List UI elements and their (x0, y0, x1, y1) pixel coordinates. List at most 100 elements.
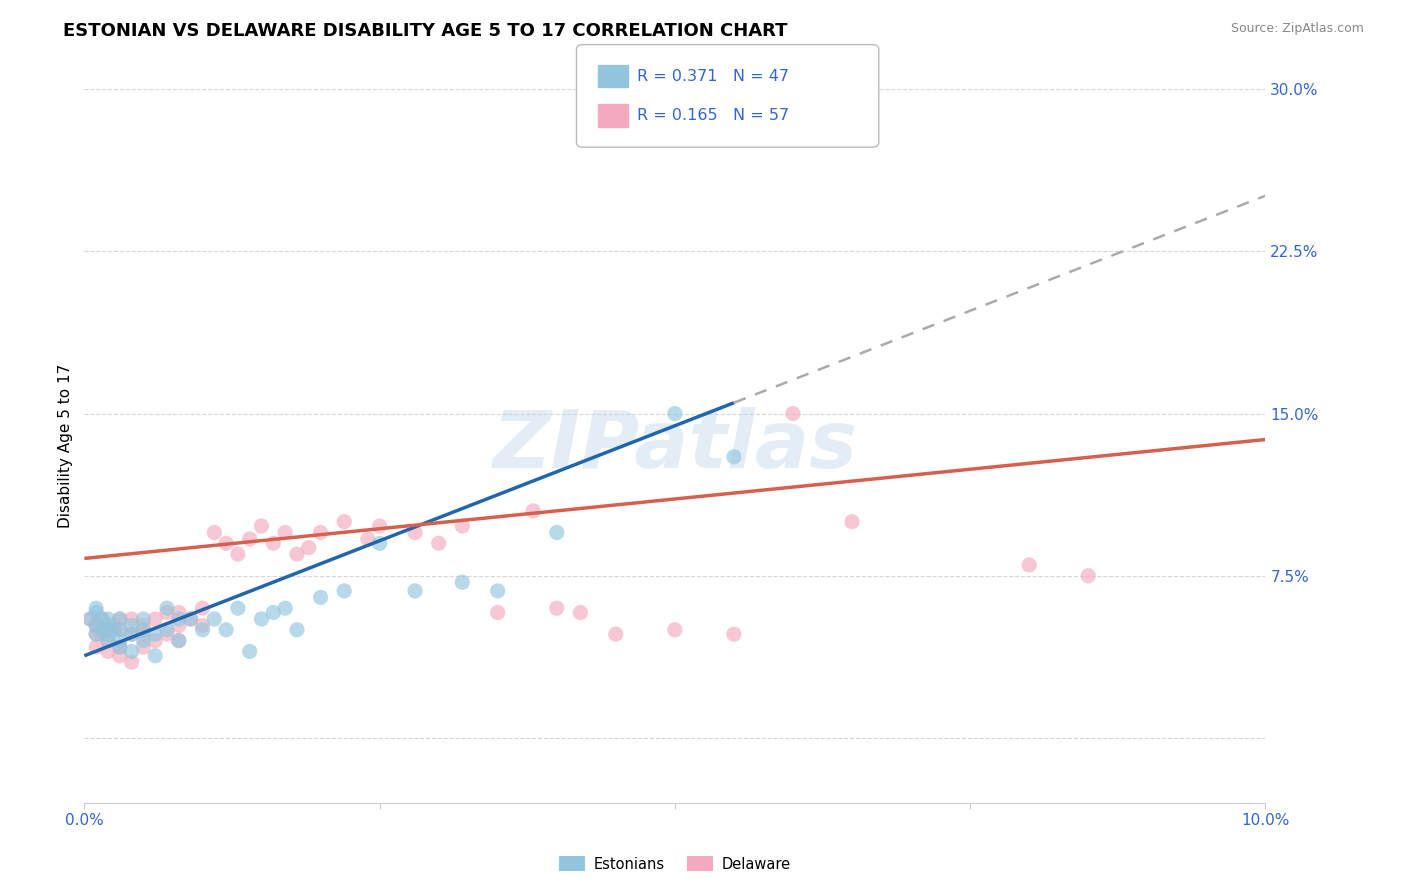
Point (1077, 568, 1099, 582)
Point (522, 504, 544, 518)
Point (357, 532, 380, 546)
Point (723, 627, 745, 641)
Point (84, 627, 107, 641)
Point (427, 536, 450, 550)
Point (97, 633, 120, 648)
Point (841, 515, 863, 529)
Point (97, 633, 120, 648)
Point (108, 612, 131, 626)
Point (404, 525, 426, 540)
Point (167, 612, 190, 626)
Point (167, 606, 190, 620)
Point (103, 618, 125, 632)
Point (121, 612, 143, 626)
Point (108, 640, 131, 654)
Point (143, 612, 166, 626)
Point (156, 601, 179, 615)
Point (108, 623, 131, 637)
Point (143, 633, 166, 648)
Point (309, 591, 332, 605)
Point (262, 536, 284, 550)
Point (132, 633, 155, 648)
Point (84, 618, 107, 632)
Point (274, 601, 297, 615)
Point (333, 583, 356, 598)
Point (250, 612, 273, 626)
Text: R = 0.371   N = 47: R = 0.371 N = 47 (637, 70, 789, 84)
Point (91, 623, 114, 637)
Point (191, 623, 214, 637)
Point (226, 601, 249, 615)
Point (97, 644, 120, 658)
Point (368, 536, 391, 550)
Point (1018, 558, 1040, 572)
Text: R = 0.165   N = 57: R = 0.165 N = 57 (637, 109, 789, 123)
Point (298, 541, 321, 555)
Point (108, 623, 131, 637)
Point (167, 633, 190, 648)
Point (180, 612, 202, 626)
Point (84, 627, 107, 641)
Point (108, 612, 131, 626)
Point (167, 633, 190, 648)
Point (108, 633, 131, 648)
Point (84, 640, 107, 654)
Point (451, 575, 474, 590)
Point (782, 407, 804, 421)
Point (226, 547, 249, 561)
Point (143, 627, 166, 641)
Point (274, 525, 297, 540)
Point (97, 627, 120, 641)
Point (132, 623, 155, 637)
Point (664, 623, 686, 637)
Point (121, 627, 143, 641)
Point (605, 627, 627, 641)
Point (368, 519, 391, 533)
Point (103, 623, 125, 637)
Point (239, 532, 262, 546)
Point (546, 525, 568, 540)
Y-axis label: Disability Age 5 to 17: Disability Age 5 to 17 (58, 364, 73, 528)
Point (108, 640, 131, 654)
Point (262, 606, 284, 620)
Point (239, 644, 262, 658)
Point (143, 648, 166, 663)
Point (132, 612, 155, 626)
Point (108, 648, 131, 663)
Point (84, 601, 107, 615)
Point (167, 618, 190, 632)
Point (569, 606, 592, 620)
Text: Source: ZipAtlas.com: Source: ZipAtlas.com (1230, 22, 1364, 36)
Point (180, 612, 202, 626)
Point (121, 655, 143, 669)
Point (723, 450, 745, 464)
Point (91, 612, 114, 626)
Point (121, 644, 143, 658)
Point (404, 583, 426, 598)
Point (156, 606, 179, 620)
Point (156, 623, 179, 637)
Point (97, 618, 120, 632)
Text: ZIPatlas: ZIPatlas (492, 407, 858, 485)
Point (215, 536, 238, 550)
Point (79, 612, 101, 626)
Point (486, 583, 509, 598)
Point (84, 606, 107, 620)
Point (486, 606, 509, 620)
Point (132, 618, 155, 632)
Point (191, 601, 214, 615)
Text: ESTONIAN VS DELAWARE DISABILITY AGE 5 TO 17 CORRELATION CHART: ESTONIAN VS DELAWARE DISABILITY AGE 5 TO… (63, 22, 787, 40)
Point (156, 627, 179, 641)
Point (79, 612, 101, 626)
Point (333, 515, 356, 529)
Point (285, 623, 308, 637)
Point (91, 627, 114, 641)
Point (451, 519, 474, 533)
Point (309, 525, 332, 540)
Point (132, 640, 155, 654)
Point (132, 627, 155, 641)
Point (664, 407, 686, 421)
Point (202, 525, 225, 540)
Legend: Estonians, Delaware: Estonians, Delaware (553, 850, 797, 878)
Point (84, 618, 107, 632)
